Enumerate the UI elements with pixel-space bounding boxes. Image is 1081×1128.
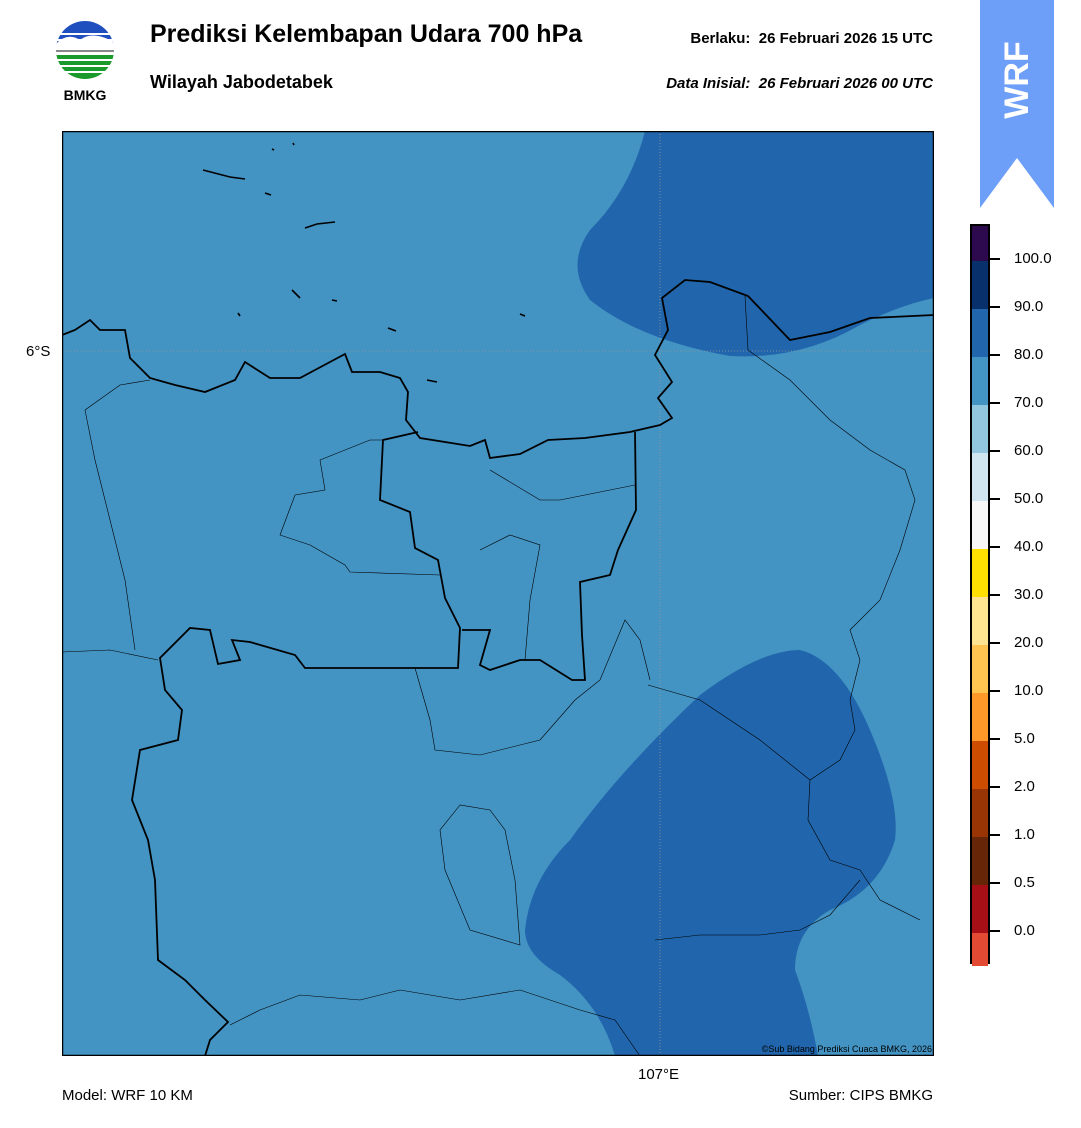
ribbon-shape [980, 0, 1054, 208]
colorbar-tick-label: 10.0 [1014, 682, 1044, 699]
colorbar-bin [972, 837, 988, 885]
colorbar-tick-label: 2.0 [1014, 778, 1035, 795]
colorbar-tick-label: 80.0 [1014, 346, 1044, 363]
bmkg-logo: BMKG [52, 20, 118, 103]
colorbar-tick-label: 90.0 [1014, 298, 1044, 315]
wrf-ribbon: WRF [980, 0, 1054, 208]
colorbar-bins [972, 226, 988, 966]
colorbar-bin [972, 789, 988, 837]
colorbar-tick-label: 100.0 [1014, 250, 1052, 267]
colorbar-tick-label: 70.0 [1014, 394, 1044, 411]
colorbar-bin [972, 501, 988, 549]
graticule [62, 131, 934, 1056]
colorbar-tick-label: 5.0 [1014, 730, 1035, 747]
latitude-label: 6°S [26, 343, 51, 360]
logo-text: BMKG [63, 87, 107, 103]
valid-time: Berlaku: 26 Februari 2026 15 UTC [690, 30, 933, 47]
province-borders [131, 431, 637, 1056]
colorbar-tick-mark [990, 738, 1000, 740]
colorbar-bin [972, 226, 988, 261]
colorbar-tick-mark [990, 258, 1000, 260]
colorbar-bin [972, 885, 988, 933]
colorbar-bin [972, 261, 988, 309]
init-time: Data Inisial: 26 Februari 2026 00 UTC [666, 75, 933, 92]
region-subtitle: Wilayah Jabodetabek [150, 72, 333, 92]
colorbar-tick-mark [990, 690, 1000, 692]
humidity-80-90-area-south [525, 650, 896, 1056]
valid-value: 26 Februari 2026 15 UTC [758, 30, 933, 47]
coastline [62, 279, 934, 459]
source-label: Sumber: CIPS BMKG [788, 1087, 933, 1104]
colorbar-bin [972, 309, 988, 357]
colorbar-tick-mark [990, 786, 1000, 788]
colorbar-tick-mark [990, 594, 1000, 596]
colorbar-tick-mark [990, 930, 1000, 932]
colorbar-tick-mark [990, 306, 1000, 308]
humidity-80-90-area-north [577, 131, 934, 357]
colorbar-tick-mark [990, 882, 1000, 884]
colorbar-bin [972, 597, 988, 645]
colorbar-tick-mark [990, 642, 1000, 644]
colorbar-tick-label: 0.0 [1014, 922, 1035, 939]
colorbar-tick-label: 60.0 [1014, 442, 1044, 459]
map-panel: ©Sub Bidang Prediksi Cuaca BMKG, 2026 [62, 131, 934, 1056]
colorbar-tick-label: 30.0 [1014, 586, 1044, 603]
colorbar [970, 224, 990, 966]
colorbar-bin [972, 405, 988, 453]
valid-label: Berlaku: [690, 30, 751, 47]
colorbar-tick-label: 0.5 [1014, 874, 1035, 891]
colorbar-tick-mark [990, 450, 1000, 452]
model-label: Model: WRF 10 KM [62, 1087, 193, 1104]
colorbar-tick-mark [990, 834, 1000, 836]
longitude-label: 107°E [638, 1066, 680, 1083]
colorbar-tick-mark [990, 546, 1000, 548]
islands [202, 142, 526, 383]
colorbar-tick-label: 40.0 [1014, 538, 1044, 555]
copyright-text: ©Sub Bidang Prediksi Cuaca BMKG, 2026 [761, 1044, 932, 1054]
colorbar-bin [972, 357, 988, 405]
ribbon-text: WRF [997, 41, 1036, 119]
colorbar-bin [972, 693, 988, 741]
colorbar-bin [972, 741, 988, 789]
colorbar-tick-mark [990, 498, 1000, 500]
bmkg-logo-icon [56, 21, 114, 79]
colorbar-tick-mark [990, 354, 1000, 356]
colorbar-tick-mark [990, 402, 1000, 404]
regency-borders [62, 295, 921, 1056]
chart-title: Prediksi Kelembapan Udara 700 hPa [150, 20, 583, 48]
colorbar-tick-label: 50.0 [1014, 490, 1044, 507]
colorbar-bin [972, 453, 988, 501]
colorbar-bin [972, 549, 988, 597]
init-value: 26 Februari 2026 00 UTC [758, 75, 933, 92]
colorbar-tick-label: 1.0 [1014, 826, 1035, 843]
init-label: Data Inisial: [666, 75, 751, 92]
colorbar-tick-label: 20.0 [1014, 634, 1044, 651]
humidity-map [62, 131, 934, 1056]
colorbar-bin [972, 933, 988, 966]
colorbar-bin [972, 645, 988, 693]
